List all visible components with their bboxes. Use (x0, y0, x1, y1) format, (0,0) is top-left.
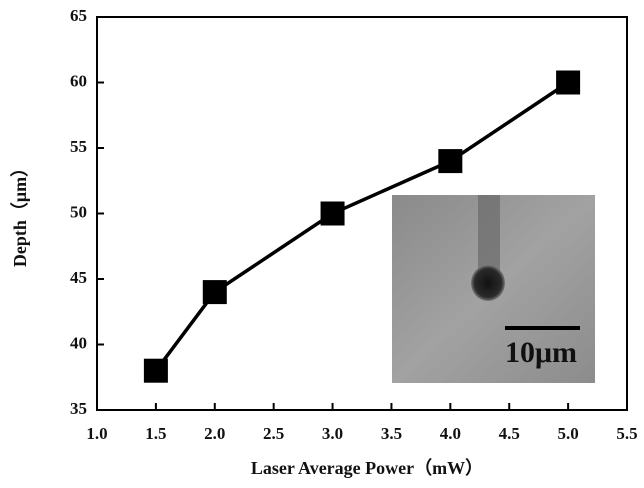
y-tick-label: 60 (70, 71, 87, 90)
x-axis-label: Laser Average Power（mW） (251, 458, 483, 478)
y-tick-label: 40 (70, 333, 87, 352)
x-tick-label: 3.5 (381, 424, 402, 443)
x-tick-label: 3.0 (322, 424, 343, 443)
x-tick-label: 4.5 (499, 424, 520, 443)
inset-label: 10μm (505, 336, 577, 369)
y-tick-label: 65 (70, 6, 87, 25)
y-tick-label: 35 (70, 399, 87, 418)
y-axis-label: Depth（μm） (10, 159, 30, 267)
x-tick-label: 1.0 (86, 424, 107, 443)
x-tick-label: 1.5 (145, 424, 166, 443)
marker (438, 149, 463, 174)
marker (556, 70, 581, 95)
y-tick-label: 45 (70, 268, 87, 287)
x-tick-label: 2.0 (204, 424, 225, 443)
y-tick-label: 50 (70, 202, 87, 221)
x-tick-label: 4.0 (440, 424, 461, 443)
inset-image: 10μm (392, 195, 595, 383)
marker (202, 280, 227, 305)
y-tick-label: 55 (70, 137, 87, 156)
x-tick-label: 2.5 (263, 424, 284, 443)
marker (143, 358, 168, 383)
x-tick-label: 5.5 (616, 424, 637, 443)
marker (320, 201, 345, 226)
x-tick-label: 5.0 (557, 424, 578, 443)
